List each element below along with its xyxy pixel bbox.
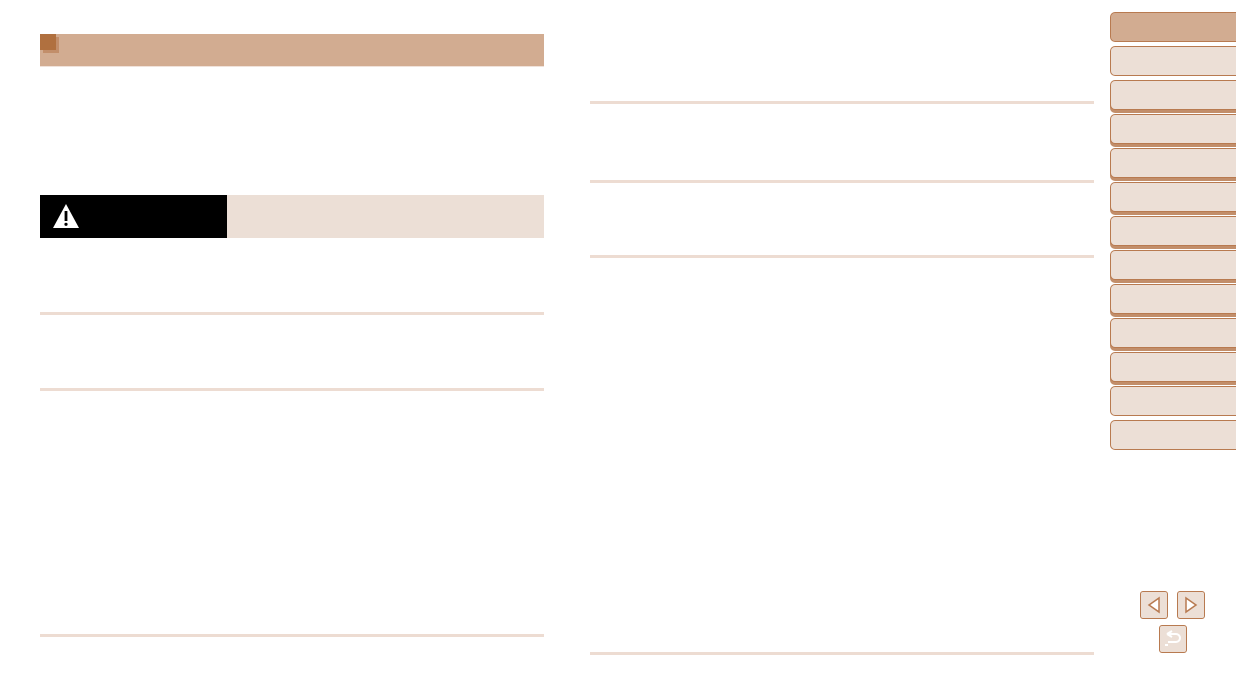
previous-page-button[interactable] [1140, 591, 1168, 619]
divider [590, 652, 1094, 655]
return-button[interactable] [1159, 625, 1187, 653]
divider [590, 101, 1094, 104]
previous-page-icon [1147, 596, 1160, 614]
divider [590, 180, 1094, 183]
warning-triangle-icon [53, 204, 79, 228]
divider [590, 255, 1094, 258]
return-icon [1165, 630, 1181, 646]
sidebar-tab-11[interactable] [1110, 352, 1236, 382]
next-page-button[interactable] [1177, 591, 1205, 619]
sidebar-tab-4[interactable] [1110, 114, 1236, 144]
sidebar-tab-9[interactable] [1110, 284, 1236, 314]
sidebar-tab-3[interactable] [1110, 80, 1236, 110]
sidebar-tab-6[interactable] [1110, 182, 1236, 212]
sidebar-tab-10[interactable] [1110, 318, 1236, 348]
next-page-icon [1185, 596, 1198, 614]
section-title-bar [40, 34, 544, 67]
sidebar-tab-13[interactable] [1110, 420, 1236, 450]
section-marker-icon [40, 34, 56, 50]
divider [40, 312, 544, 315]
divider [40, 634, 544, 637]
sidebar-tab-7[interactable] [1110, 216, 1236, 246]
sidebar-tab-1[interactable] [1110, 12, 1236, 42]
sidebar-tab-2[interactable] [1110, 46, 1236, 76]
sidebar-tab-8[interactable] [1110, 250, 1236, 280]
sidebar-tab-5[interactable] [1110, 148, 1236, 178]
divider [40, 388, 544, 391]
sidebar-tab-12[interactable] [1110, 386, 1236, 416]
